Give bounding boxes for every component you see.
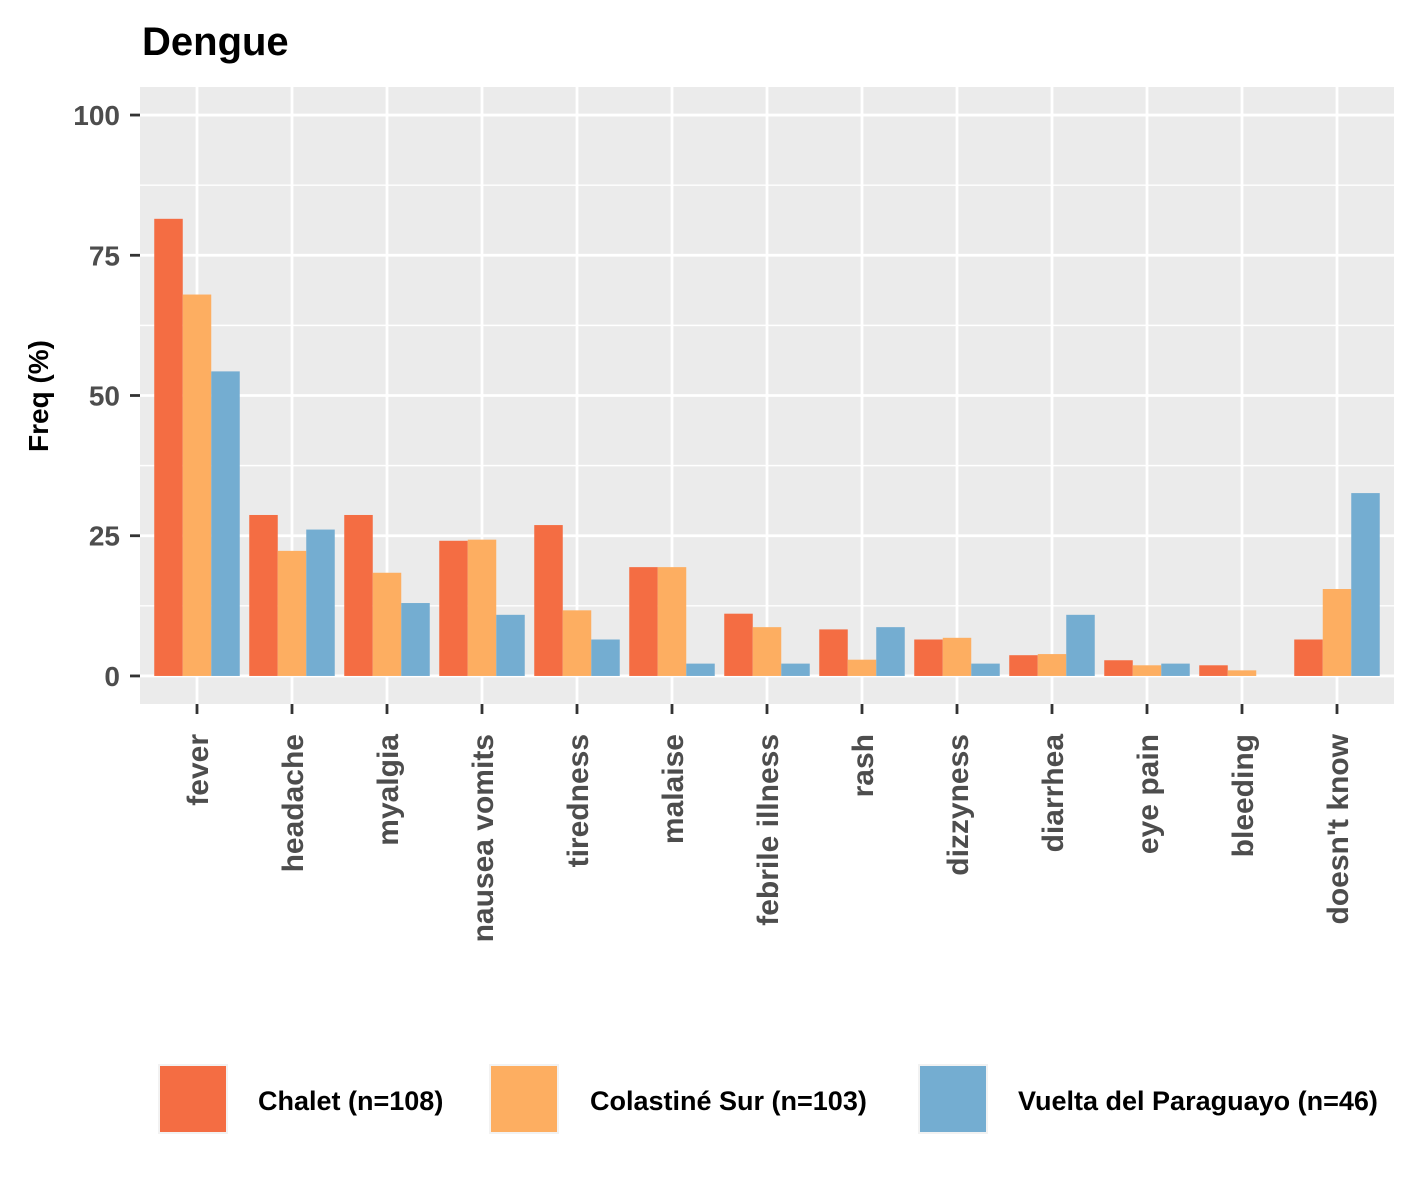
- bar: [182, 294, 212, 676]
- bar: [1322, 589, 1352, 676]
- bar: [439, 540, 468, 676]
- bar: [1066, 614, 1095, 676]
- x-tick-label: bleeding: [1227, 734, 1260, 857]
- bar: [1037, 654, 1067, 676]
- bar: [306, 529, 335, 676]
- bar: [372, 572, 402, 676]
- bar: [277, 550, 307, 676]
- bar: [344, 514, 373, 676]
- bar: [1351, 493, 1380, 676]
- bar: [686, 663, 715, 676]
- chart-title: Dengue: [142, 20, 289, 64]
- x-tick-label: headache: [277, 734, 310, 872]
- bar: [876, 627, 905, 676]
- bar: [724, 613, 753, 676]
- x-tick-label: myalgia: [372, 734, 405, 846]
- bar: [629, 567, 658, 676]
- legend-label: Colastiné Sur (n=103): [590, 1086, 867, 1116]
- bar: [1294, 639, 1323, 676]
- bar: [562, 610, 592, 676]
- x-tick-label: dizzyness: [942, 734, 975, 876]
- bar: [1161, 663, 1190, 676]
- bar: [971, 663, 1000, 676]
- bar: [1227, 670, 1257, 676]
- legend-swatch: [491, 1066, 557, 1132]
- y-axis-label: Freq (%): [23, 340, 54, 452]
- bar: [1104, 660, 1133, 676]
- bar: [914, 639, 943, 676]
- bar: [401, 603, 430, 676]
- x-tick-label: tiredness: [562, 734, 595, 867]
- bar: [657, 567, 687, 676]
- legend: Chalet (n=108) Colastiné Sur (n=103) Vuelt…: [158, 1064, 1378, 1134]
- bars: [154, 218, 1380, 676]
- bar: [1009, 655, 1038, 676]
- y-tick-label: 100: [73, 100, 120, 131]
- bar: [781, 663, 810, 676]
- x-tick-label: fever: [182, 734, 215, 806]
- legend-swatch: [160, 1066, 226, 1132]
- x-tick-label: diarrhea: [1037, 734, 1070, 853]
- bar: [249, 514, 278, 676]
- x-axis: fever headache myalgia nausea vomits tiredne…: [182, 704, 1355, 942]
- bar: [1132, 665, 1162, 676]
- x-tick-label: malaise: [657, 734, 690, 844]
- y-axis: 0 25 50 75 100: [73, 100, 140, 692]
- bar: [752, 627, 782, 676]
- bar: [942, 637, 972, 676]
- x-tick-label: nausea vomits: [467, 734, 500, 942]
- bar: [496, 614, 525, 676]
- x-tick-label: eye pain: [1132, 734, 1165, 854]
- y-tick-label: 50: [89, 381, 120, 412]
- y-tick-label: 0: [104, 661, 120, 692]
- bar: [211, 371, 240, 676]
- legend-label: Chalet (n=108): [258, 1086, 443, 1116]
- bar: [154, 218, 183, 676]
- bar: [467, 539, 497, 676]
- bar: [534, 525, 563, 676]
- bar: [819, 629, 848, 676]
- x-tick-label: febrile illness: [752, 734, 785, 926]
- bar: [1199, 665, 1228, 676]
- legend-swatch: [920, 1066, 986, 1132]
- y-tick-label: 25: [89, 521, 120, 552]
- x-tick-label: doesn't know: [1322, 733, 1355, 924]
- legend-label: Vuelta del Paraguayo (n=46): [1018, 1086, 1378, 1116]
- x-tick-label: rash: [847, 734, 880, 797]
- bar: [847, 659, 877, 676]
- bar: [591, 639, 620, 676]
- y-tick-label: 75: [89, 240, 120, 271]
